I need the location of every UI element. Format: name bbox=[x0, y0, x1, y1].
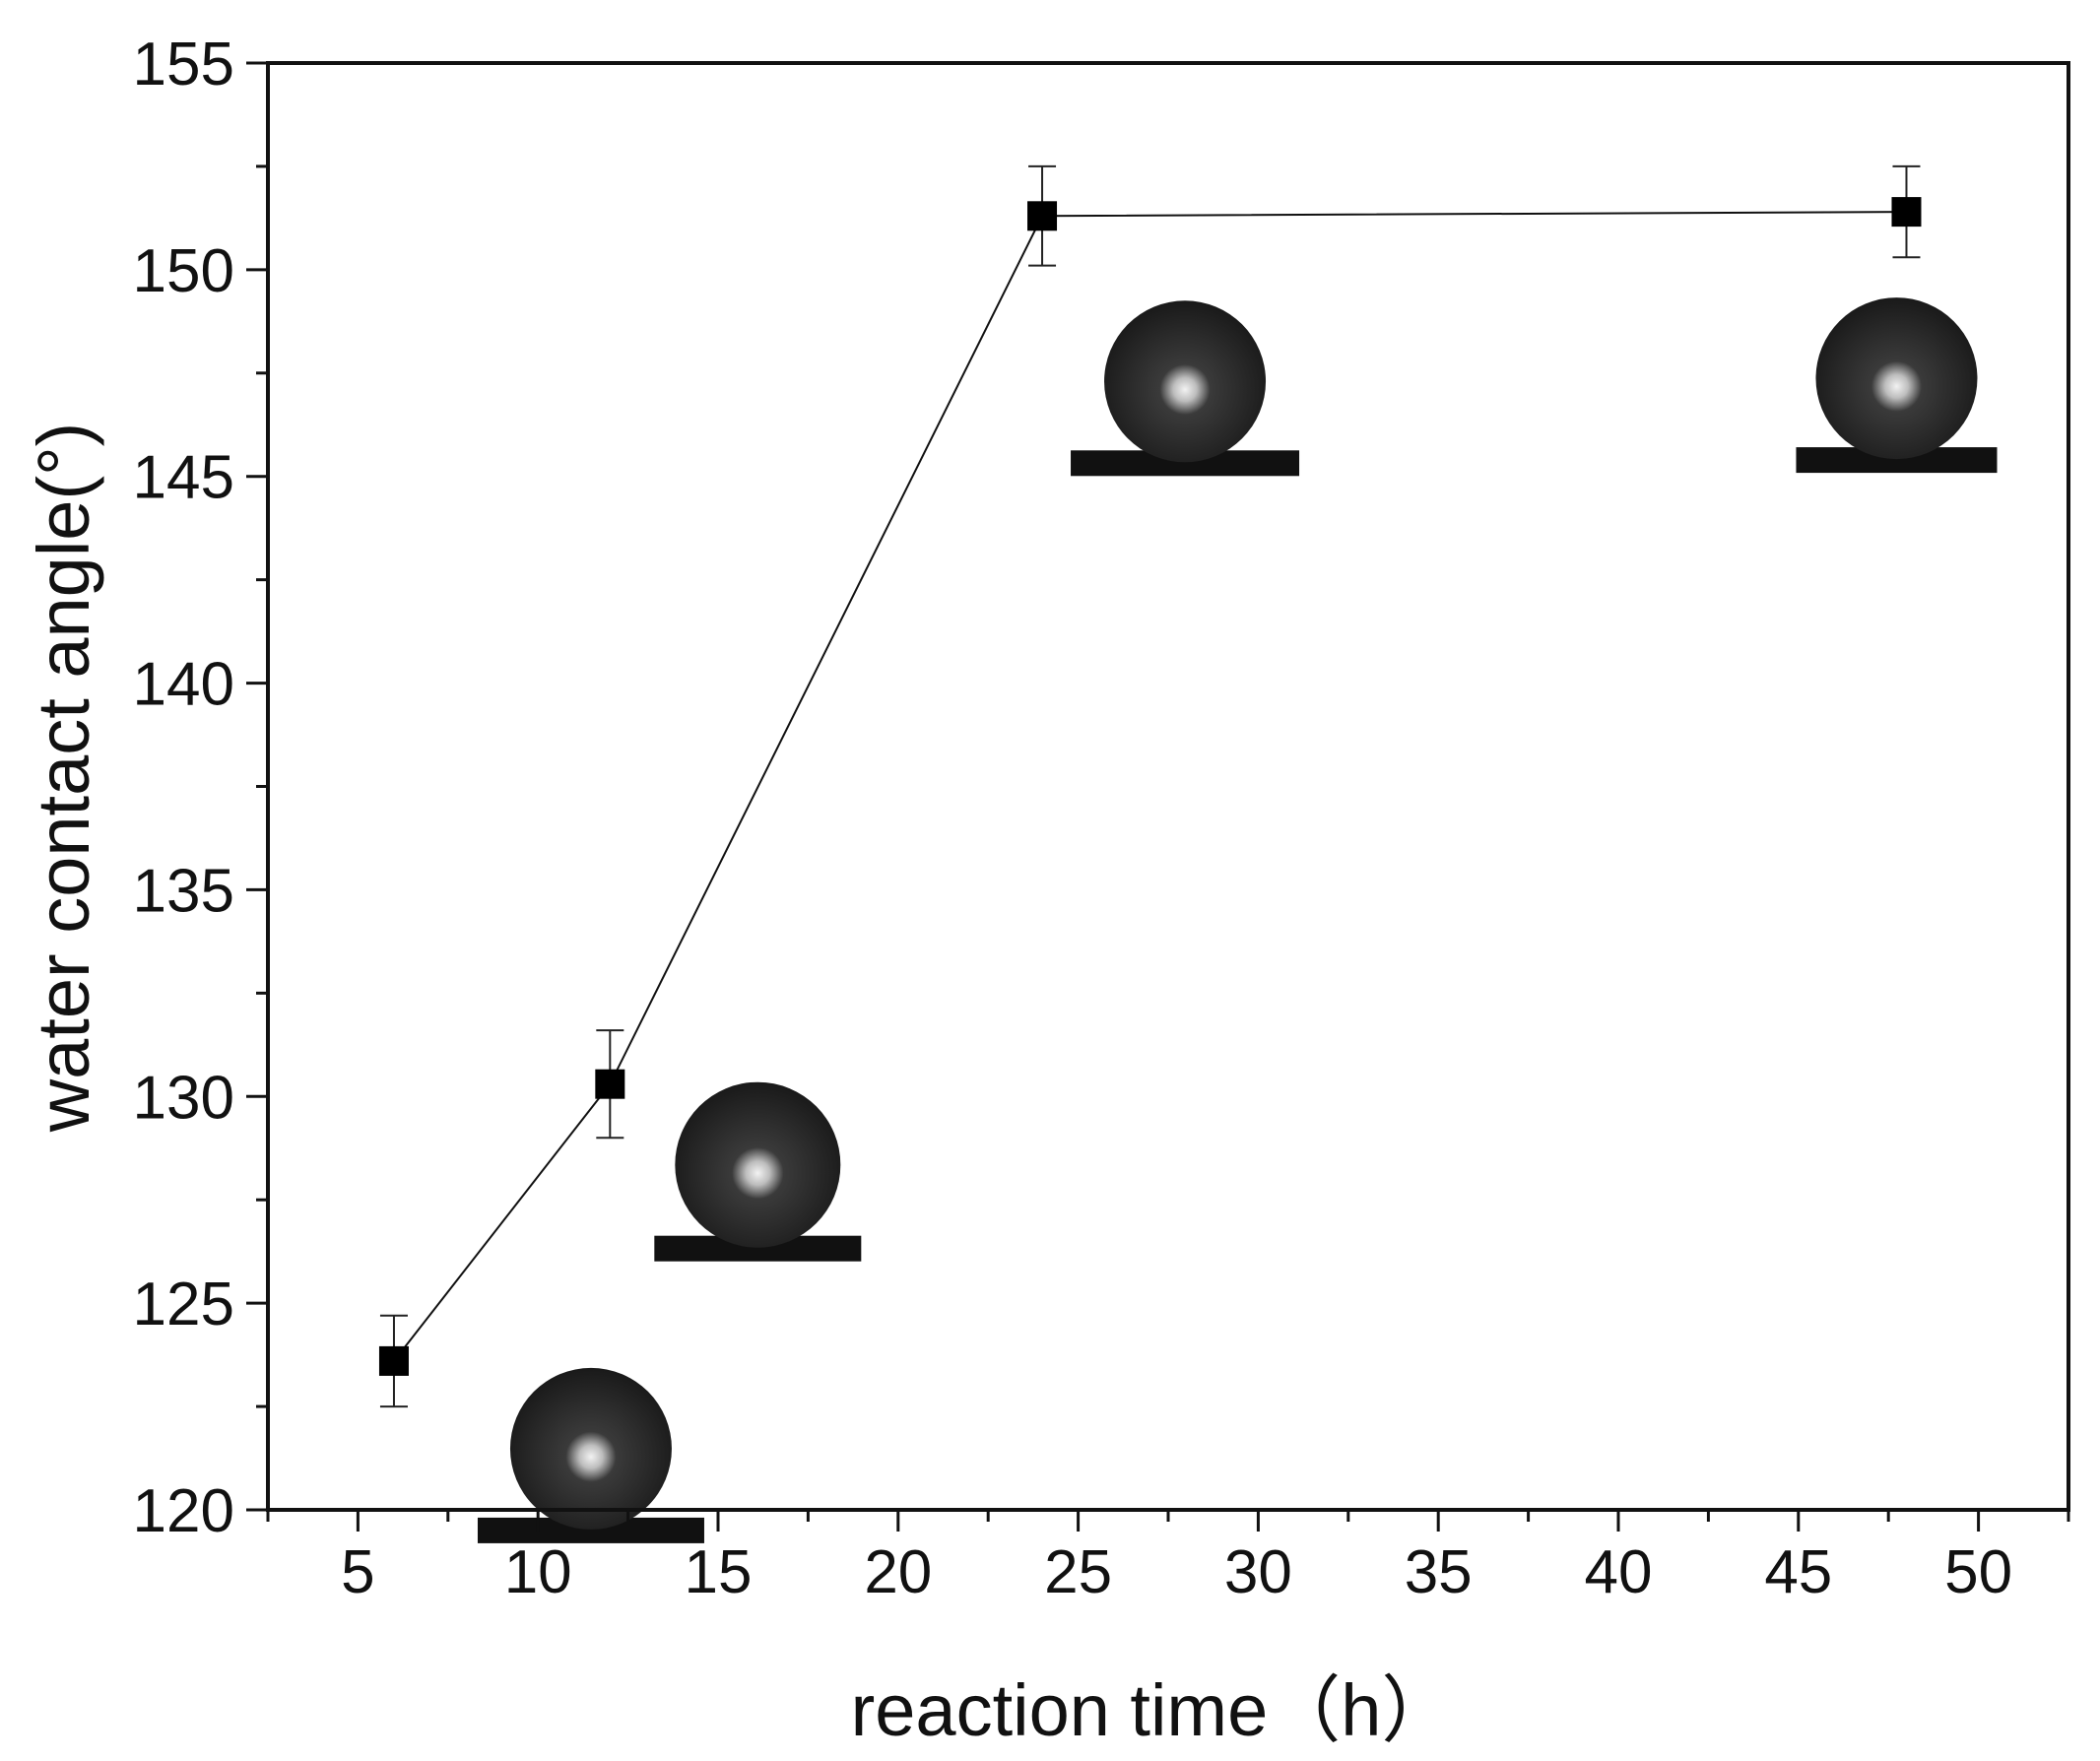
axes bbox=[266, 61, 2070, 1512]
y-tick-label: 135 bbox=[133, 857, 234, 925]
droplet-inset bbox=[477, 1367, 704, 1543]
x-tick-label: 10 bbox=[504, 1538, 572, 1606]
x-tick-label: 35 bbox=[1405, 1538, 1473, 1606]
data-point bbox=[378, 1345, 409, 1376]
droplet-inset bbox=[1071, 300, 1300, 477]
water-droplet bbox=[1815, 297, 1978, 460]
x-tick-label: 15 bbox=[685, 1538, 753, 1606]
x-tick-label: 50 bbox=[1944, 1538, 2012, 1606]
x-tick-label: 45 bbox=[1764, 1538, 1832, 1606]
y-tick-label: 145 bbox=[133, 444, 234, 512]
ticks: 120 125 130 135 140 145 150 155 5 10 15 20 25 30 35 40 4… bbox=[133, 31, 2070, 1606]
x-tick-label: 25 bbox=[1044, 1538, 1112, 1606]
series-polyline bbox=[393, 211, 1907, 1362]
y-tick-label: 125 bbox=[133, 1271, 234, 1338]
x-tick-label: 20 bbox=[864, 1538, 932, 1606]
y-tick-label: 140 bbox=[133, 651, 234, 719]
y-tick-label: 120 bbox=[133, 1477, 234, 1545]
y-tick-label: 155 bbox=[133, 31, 234, 98]
x-tick-label: 40 bbox=[1585, 1538, 1653, 1606]
y-axis-title: water contact angle(°) bbox=[23, 423, 104, 1134]
data-point bbox=[595, 1069, 625, 1099]
water-droplet bbox=[675, 1081, 841, 1248]
x-tick-label: 30 bbox=[1224, 1538, 1292, 1606]
plot-frame bbox=[266, 61, 2070, 1512]
y-tick-label: 150 bbox=[133, 237, 234, 305]
x-axis-title: reaction time（h） bbox=[851, 1669, 1455, 1751]
droplet-inset bbox=[1796, 297, 1998, 474]
y-tick-label: 130 bbox=[133, 1064, 234, 1132]
data-point bbox=[1027, 201, 1058, 231]
water-droplet bbox=[1104, 300, 1267, 463]
droplet-inset bbox=[654, 1081, 862, 1262]
water-droplet bbox=[509, 1367, 672, 1530]
data-markers bbox=[378, 197, 1922, 1376]
data-point bbox=[1891, 197, 1922, 228]
x-tick-label: 5 bbox=[341, 1538, 374, 1606]
droplet-insets bbox=[477, 297, 1998, 1543]
series-line bbox=[393, 211, 1907, 1362]
